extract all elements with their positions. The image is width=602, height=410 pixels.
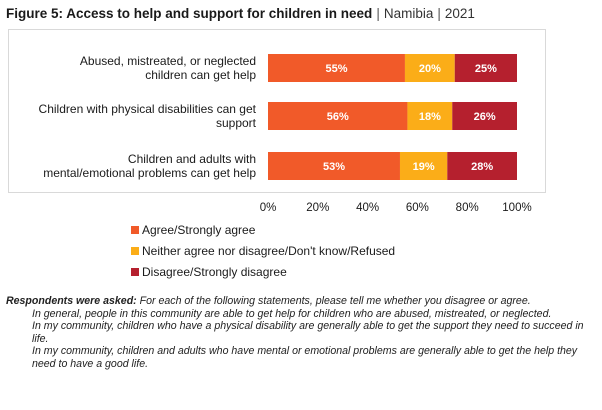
category-label-line: Children with physical disabilities can … <box>39 102 257 116</box>
statement-3: In my community, children and adults who… <box>32 345 578 370</box>
statement-2: In my community, children who have a phy… <box>32 320 584 345</box>
bar-value-label: 25% <box>475 63 497 75</box>
notes-lead: Respondents were asked: <box>6 295 137 307</box>
bar-value-label: 55% <box>325 63 347 75</box>
bar-segment <box>268 152 400 180</box>
stacked-bar-chart: Abused, mistreated, or neglected children… <box>8 29 546 279</box>
year-label: 2021 <box>444 6 475 21</box>
category-label-line: mental/emotional problems can get help <box>43 166 256 180</box>
survey-question: Respondents were asked: For each of the … <box>6 295 596 308</box>
x-tick-label: 0% <box>260 202 277 214</box>
title-separator-1: | <box>376 6 380 21</box>
category-label-line: children can get help <box>145 68 256 82</box>
legend-label: Agree/Strongly agree <box>142 223 256 237</box>
bar-segment <box>447 152 517 180</box>
chart-frame <box>8 29 546 193</box>
bar-segment <box>268 102 408 130</box>
statement-1: In general, people in this community are… <box>32 307 552 320</box>
legend-label: Neither agree nor disagree/Don't know/Re… <box>142 244 395 258</box>
bar-value-label: 26% <box>474 111 496 123</box>
legend-label: Disagree/Strongly disagree <box>142 265 287 279</box>
legend-swatch <box>131 247 139 255</box>
bar-segment <box>399 152 448 180</box>
bar-value-label: 53% <box>323 161 345 173</box>
legend-swatch <box>131 268 139 276</box>
notes-question: For each of the following statements, pl… <box>139 295 531 307</box>
bar-value-label: 20% <box>419 63 441 75</box>
x-tick-label: 40% <box>356 202 379 214</box>
bar-value-label: 28% <box>471 161 493 173</box>
title-separator-2: | <box>437 6 441 21</box>
bar-segment <box>407 102 453 130</box>
figure-title: Figure 5: Access to help and support for… <box>6 6 475 21</box>
category-label: Abused, mistreated, or neglected children… <box>80 54 256 82</box>
category-label-line: support <box>216 116 257 130</box>
category-label-line: Abused, mistreated, or neglected <box>80 54 256 68</box>
country-label: Namibia <box>383 6 434 21</box>
category-label: Children with physical disabilities can … <box>39 102 257 130</box>
x-tick-label: 80% <box>456 202 479 214</box>
bar-value-label: 18% <box>419 111 441 123</box>
x-tick-label: 100% <box>502 202 531 214</box>
bar-segment <box>404 54 455 82</box>
bar-segment <box>268 54 405 82</box>
bar-value-label: 56% <box>327 111 349 123</box>
survey-notes: Respondents were asked: For each of the … <box>6 295 596 370</box>
category-label: Children and adults with mental/emotional… <box>43 152 256 180</box>
category-label-line: Children and adults with <box>128 152 256 166</box>
legend-swatch <box>131 226 139 234</box>
figure-title-text: Figure 5: Access to help and support for… <box>6 6 373 21</box>
x-tick-label: 60% <box>406 202 429 214</box>
bar-segment <box>454 54 517 82</box>
bar-segment <box>452 102 517 130</box>
x-tick-label: 20% <box>306 202 329 214</box>
bar-value-label: 19% <box>413 161 435 173</box>
